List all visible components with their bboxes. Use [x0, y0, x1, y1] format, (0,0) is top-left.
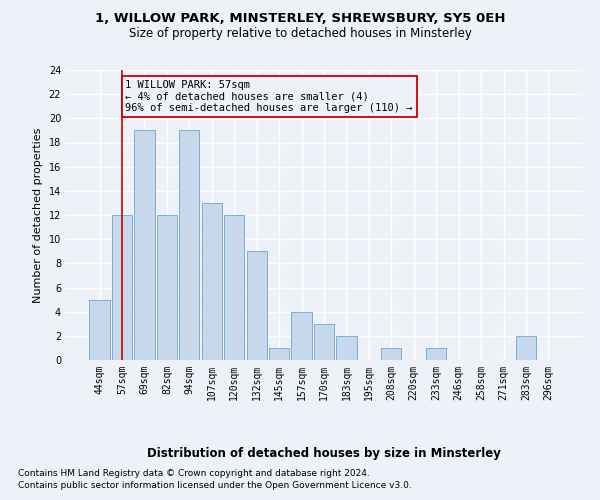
Text: Contains public sector information licensed under the Open Government Licence v3: Contains public sector information licen…	[18, 481, 412, 490]
Bar	[314, 324, 334, 360]
Text: Size of property relative to detached houses in Minsterley: Size of property relative to detached ho…	[128, 28, 472, 40]
Bar	[381, 348, 401, 360]
Bar	[269, 348, 289, 360]
Bar	[112, 215, 132, 360]
Bar	[157, 215, 177, 360]
Bar	[224, 215, 244, 360]
Text: Contains HM Land Registry data © Crown copyright and database right 2024.: Contains HM Land Registry data © Crown c…	[18, 468, 370, 477]
Bar	[179, 130, 199, 360]
Bar	[516, 336, 536, 360]
Y-axis label: Number of detached properties: Number of detached properties	[33, 128, 43, 302]
Bar	[426, 348, 446, 360]
Bar	[89, 300, 110, 360]
Bar	[202, 203, 222, 360]
Bar	[337, 336, 356, 360]
Bar	[292, 312, 311, 360]
Bar	[134, 130, 155, 360]
Text: 1, WILLOW PARK, MINSTERLEY, SHREWSBURY, SY5 0EH: 1, WILLOW PARK, MINSTERLEY, SHREWSBURY, …	[95, 12, 505, 26]
Text: 1 WILLOW PARK: 57sqm
← 4% of detached houses are smaller (4)
96% of semi-detache: 1 WILLOW PARK: 57sqm ← 4% of detached ho…	[125, 80, 413, 113]
Bar	[247, 251, 267, 360]
Text: Distribution of detached houses by size in Minsterley: Distribution of detached houses by size …	[147, 448, 501, 460]
